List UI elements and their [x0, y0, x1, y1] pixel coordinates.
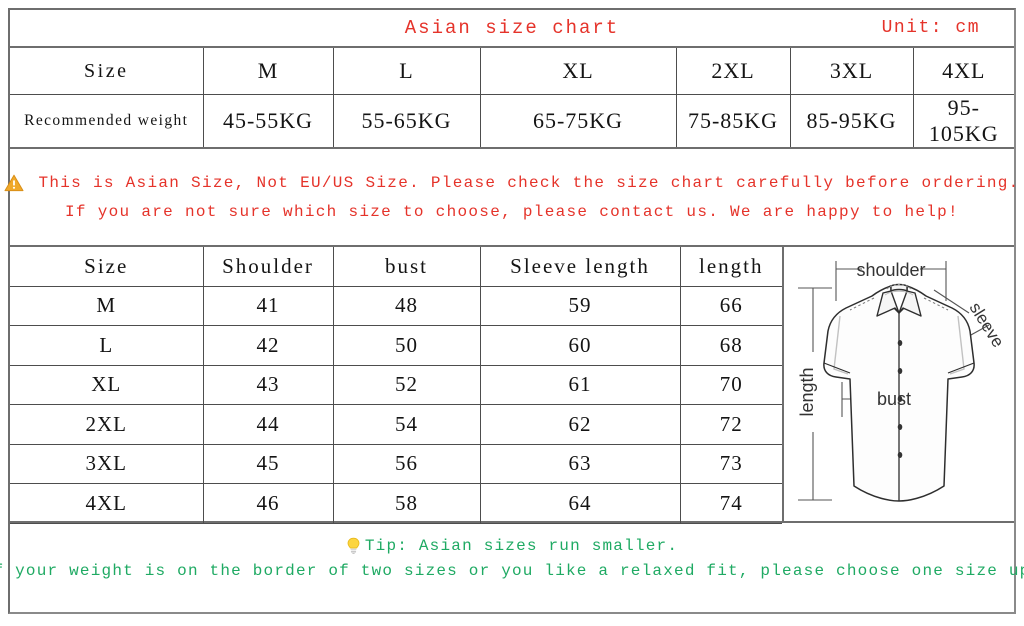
garment-measurements-table-wrap: Size Shoulder bust Sleeve length length … [10, 247, 784, 524]
tip-line-1: Tip: Asian sizes run smaller. [346, 537, 678, 555]
title-band: Asian size chart Unit: cm [10, 10, 1014, 48]
col-header-length: length [679, 247, 782, 287]
cell-shoulder: 44 [202, 404, 334, 445]
col-header-sleeve-length: Sleeve length [479, 247, 681, 287]
cell-size: M [10, 285, 204, 326]
size-row-label: Size [10, 48, 204, 95]
cell-size: 4XL [10, 483, 204, 524]
weight-cell-m: 45-55KG [202, 94, 334, 149]
notice-line-1: This is Asian Size, Not EU/US Size. Plea… [4, 174, 1019, 192]
cell-shoulder: 42 [202, 325, 334, 366]
tip-text-2: If your weight is on the border of two s… [0, 562, 1024, 580]
table-row-recommended-weight: Recommended weight 45-55KG 55-65KG 65-75… [10, 94, 1014, 149]
table-row: L 42 50 60 68 [10, 325, 782, 366]
cell-bust: 54 [332, 404, 481, 445]
label-bust: bust [877, 389, 911, 409]
size-cell-l: L [332, 48, 481, 95]
label-shoulder: shoulder [856, 260, 925, 280]
cell-sleeve: 60 [479, 325, 681, 366]
weight-cell-3xl: 85-95KG [789, 94, 914, 149]
measurements-section: Size Shoulder bust Sleeve length length … [10, 247, 1014, 524]
cell-size: 2XL [10, 404, 204, 445]
cell-sleeve: 62 [479, 404, 681, 445]
recommended-weight-table: Size M L XL 2XL 3XL 4XL Recommended weig… [10, 48, 1014, 149]
cell-length: 73 [679, 443, 782, 484]
cell-length: 70 [679, 364, 782, 405]
cell-shoulder: 41 [202, 285, 334, 326]
cell-bust: 56 [332, 443, 481, 484]
cell-bust: 48 [332, 285, 481, 326]
weight-cell-4xl: 95-105KG [912, 94, 1014, 149]
col-header-bust: bust [332, 247, 481, 287]
size-cell-m: M [202, 48, 334, 95]
recommended-weight-row-label: Recommended weight [10, 94, 204, 149]
tip-text-1: Tip: Asian sizes run smaller. [364, 537, 679, 555]
table-row: 2XL 44 54 62 72 [10, 404, 782, 445]
size-chart-frame: Asian size chart Unit: cm Size M L XL 2X… [0, 8, 1024, 614]
cell-length: 74 [679, 483, 782, 524]
cell-size: XL [10, 364, 204, 405]
weight-cell-l: 55-65KG [332, 94, 481, 149]
weight-cell-xl: 65-75KG [479, 94, 677, 149]
size-cell-4xl: 4XL [912, 48, 1014, 95]
weight-cell-2xl: 75-85KG [675, 94, 791, 149]
label-length: length [797, 367, 817, 416]
col-header-size: Size [10, 247, 204, 287]
size-cell-3xl: 3XL [789, 48, 914, 95]
cell-size: L [10, 325, 204, 366]
table-row-size-header: Size M L XL 2XL 3XL 4XL [10, 48, 1014, 95]
cell-length: 66 [679, 285, 782, 326]
notice-text-2: If you are not sure which size to choose… [65, 202, 959, 221]
notice-line-2: If you are not sure which size to choose… [65, 203, 959, 221]
cell-size: 3XL [10, 443, 204, 484]
warning-triangle-icon [4, 174, 24, 192]
cell-length: 72 [679, 404, 782, 445]
shirt-diagram-panel: shoulder bust length sleeve [784, 247, 1014, 521]
cell-bust: 58 [332, 483, 481, 524]
cell-shoulder: 45 [202, 443, 334, 484]
cell-sleeve: 63 [479, 443, 681, 484]
table-header-row: Size Shoulder bust Sleeve length length [10, 247, 782, 287]
sizing-tip: Tip: Asian sizes run smaller. If your we… [0, 523, 1024, 613]
asian-size-notice: This is Asian Size, Not EU/US Size. Plea… [4, 149, 1018, 247]
cell-bust: 50 [332, 325, 481, 366]
cell-sleeve: 59 [479, 285, 681, 326]
table-row: M 41 48 59 66 [10, 285, 782, 326]
table-row: 4XL 46 58 64 74 [10, 483, 782, 524]
lightbulb-icon [346, 537, 361, 555]
cell-sleeve: 64 [479, 483, 681, 524]
size-cell-2xl: 2XL [675, 48, 791, 95]
table-row: 3XL 45 56 63 73 [10, 443, 782, 484]
cell-bust: 52 [332, 364, 481, 405]
chart-title: Asian size chart [404, 17, 620, 39]
cell-sleeve: 61 [479, 364, 681, 405]
cell-shoulder: 46 [202, 483, 334, 524]
cell-shoulder: 43 [202, 364, 334, 405]
unit-label: Unit: cm [881, 18, 980, 38]
col-header-shoulder: Shoulder [202, 247, 334, 287]
garment-measurements-table: Size Shoulder bust Sleeve length length … [10, 247, 782, 524]
tip-line-2: If your weight is on the border of two s… [0, 562, 1024, 580]
table-row: XL 43 52 61 70 [10, 364, 782, 405]
cell-length: 68 [679, 325, 782, 366]
notice-text-1: This is Asian Size, Not EU/US Size. Plea… [38, 173, 1020, 192]
shirt-measurement-diagram: shoulder bust length sleeve [797, 260, 1008, 502]
size-cell-xl: XL [479, 48, 677, 95]
